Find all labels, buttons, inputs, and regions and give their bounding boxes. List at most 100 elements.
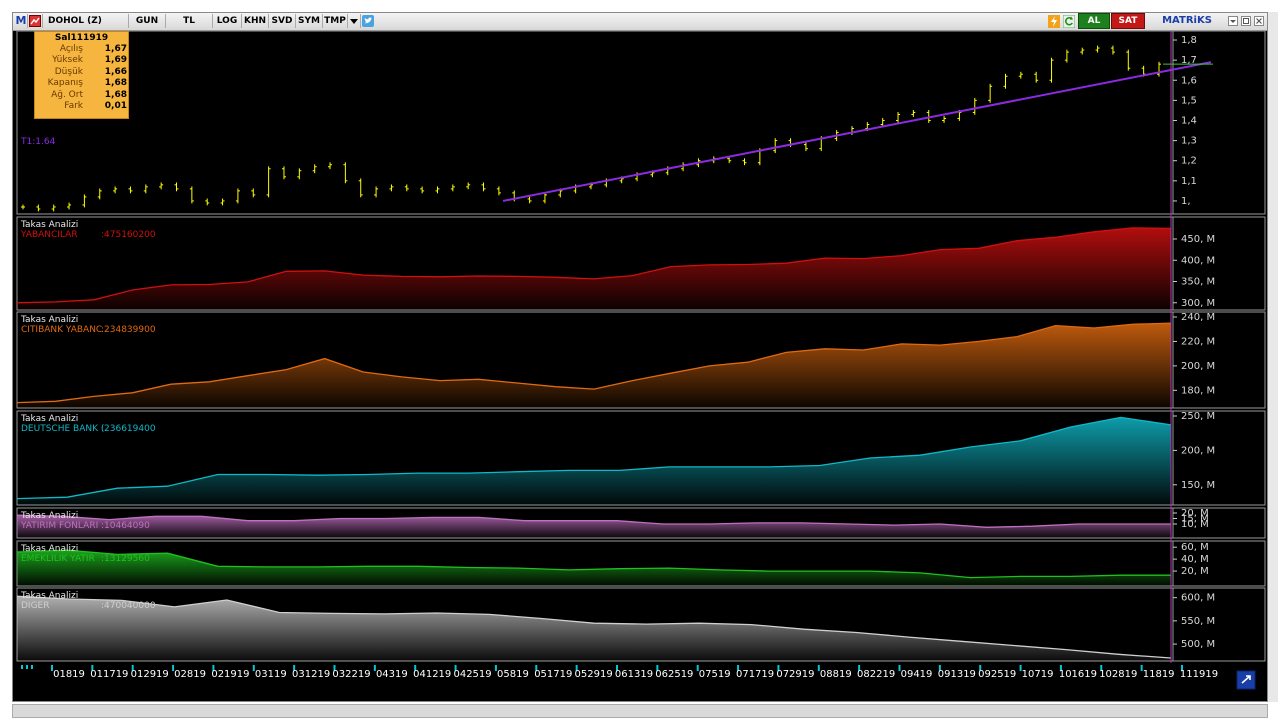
series-name: EMEKLILIK YATIR: [21, 554, 95, 564]
horizontal-scrollbar[interactable]: [12, 704, 1268, 718]
x-tick-mark: [21, 665, 23, 669]
price-bar: [404, 184, 409, 192]
price-bar: [466, 182, 471, 190]
series-value: :13129560: [101, 554, 150, 564]
price-bar: [205, 198, 210, 206]
y-tick-label: 200, M: [1181, 445, 1215, 456]
info-row: Ağ. Ort 1,68: [35, 90, 128, 101]
y-tick-label: 15, M: [1181, 514, 1209, 525]
series-line: [16, 514, 1171, 528]
x-tick-label: 011719: [90, 669, 128, 680]
y-tick-label: 550, M: [1181, 616, 1215, 627]
x-tick-label: 07519: [699, 669, 731, 680]
y-tick-label: 1,: [1181, 196, 1191, 207]
price-bar: [450, 184, 455, 192]
price-bar: [496, 186, 501, 196]
x-tick-label: 082219: [857, 669, 895, 680]
y-tick-label: 450, M: [1181, 234, 1215, 245]
series-name: YABANCILAR: [20, 230, 78, 240]
x-tick-label: 02819: [174, 669, 206, 680]
sym-button[interactable]: SYM: [296, 14, 323, 28]
panel-title: Takas Analizi: [20, 220, 78, 230]
y-tick-label: 1,4: [1181, 115, 1197, 126]
info-value: 1,68: [104, 89, 127, 100]
series-area: [17, 596, 1171, 661]
chart-icon[interactable]: [28, 14, 43, 28]
series-area: [17, 417, 1171, 505]
period-button[interactable]: GUN: [129, 14, 166, 28]
price-bar: [880, 118, 885, 127]
panel-title: Takas Analizi: [20, 544, 78, 554]
lightning-icon[interactable]: [1047, 14, 1061, 28]
price-bar: [97, 188, 102, 200]
chart-area[interactable]: T1:1.64 1,8 1,7 1,6 1,5 1,4 1,3 1,2 1,1 1, Takas A…: [13, 31, 1267, 701]
currency-button[interactable]: TL: [166, 14, 213, 28]
twitter-icon[interactable]: [361, 14, 375, 28]
x-tick-label: 021919: [211, 669, 249, 680]
price-bar: [358, 178, 363, 198]
y-tick-label: 350, M: [1181, 277, 1215, 288]
series-area: [17, 323, 1171, 408]
price-bar: [1018, 71, 1023, 79]
x-tick-label: 04319: [376, 669, 408, 680]
x-tick-label: 08819: [820, 669, 852, 680]
menu-m-button[interactable]: M: [15, 14, 28, 28]
symbol-selector[interactable]: DOHOL (Z): [44, 14, 129, 28]
series-line: [16, 322, 1172, 404]
info-row: Kapanış 1,68: [35, 78, 128, 89]
y-tick-label: 200, M: [1181, 361, 1215, 372]
price-bar: [113, 186, 118, 194]
vertical-scrollbar[interactable]: [1268, 12, 1278, 702]
khn-button[interactable]: KHN: [242, 14, 269, 28]
price-bar: [527, 196, 532, 204]
price-bar: [281, 166, 286, 180]
price-bar: [896, 112, 901, 123]
minimize-icon[interactable]: [1227, 14, 1239, 28]
dropdown-arrow-icon[interactable]: [348, 14, 361, 28]
x-tick-label: 061319: [615, 669, 653, 680]
panel-title: Takas Analizi: [20, 315, 78, 325]
panel-title: Takas Analizi: [20, 511, 78, 521]
info-value: 1,67: [104, 44, 127, 54]
restore-icon[interactable]: [1240, 14, 1252, 28]
y-tick-label: 400, M: [1181, 255, 1215, 266]
sell-button[interactable]: SAT: [1111, 13, 1145, 29]
price-bar: [1003, 73, 1008, 89]
series-value: :470040000: [101, 601, 156, 611]
brand-logo: MATRiKS: [1162, 15, 1212, 26]
price-bar: [251, 188, 256, 198]
series-area: [17, 227, 1171, 310]
x-tick-label: 092519: [978, 669, 1016, 680]
tmp-button[interactable]: TMP: [323, 14, 348, 28]
ohlc-info-box: Sal111919 Açılış 1,67 Yüksek 1,69 Düşük 1,6…: [34, 31, 129, 119]
info-value: 0,01: [104, 100, 127, 111]
price-bar: [1110, 45, 1115, 55]
refresh-icon[interactable]: [1062, 14, 1076, 29]
x-axis-band: [17, 663, 1265, 699]
info-value: 1,69: [104, 55, 127, 66]
info-label: Yüksek: [52, 55, 83, 66]
y-tick-label: 1,3: [1181, 136, 1197, 147]
axis-frame: [1172, 216, 1266, 311]
panel-title: Takas Analizi: [20, 591, 78, 601]
log-button[interactable]: LOG: [213, 14, 242, 28]
price-bar: [189, 186, 194, 204]
close-icon[interactable]: [1253, 14, 1265, 28]
buy-button[interactable]: AL: [1078, 13, 1110, 29]
info-label: Kapanış: [47, 78, 83, 89]
y-tick-label: 1,5: [1181, 95, 1197, 106]
info-label: Ağ. Ort: [51, 89, 83, 100]
axis-frame: [1172, 587, 1266, 662]
price-bar: [328, 162, 333, 170]
price-bar: [389, 184, 394, 192]
info-row: Fark 0,01: [35, 101, 128, 112]
price-bar: [926, 110, 931, 123]
x-tick-label: 01819: [53, 669, 85, 680]
series-value: :234839900: [101, 325, 156, 335]
svd-button[interactable]: SVD: [269, 14, 296, 28]
price-bar: [1157, 61, 1161, 77]
price-bar: [21, 204, 25, 210]
x-tick-mark: [31, 665, 33, 669]
trend-line: [502, 61, 1212, 202]
y-tick-label: 1,2: [1181, 156, 1197, 167]
